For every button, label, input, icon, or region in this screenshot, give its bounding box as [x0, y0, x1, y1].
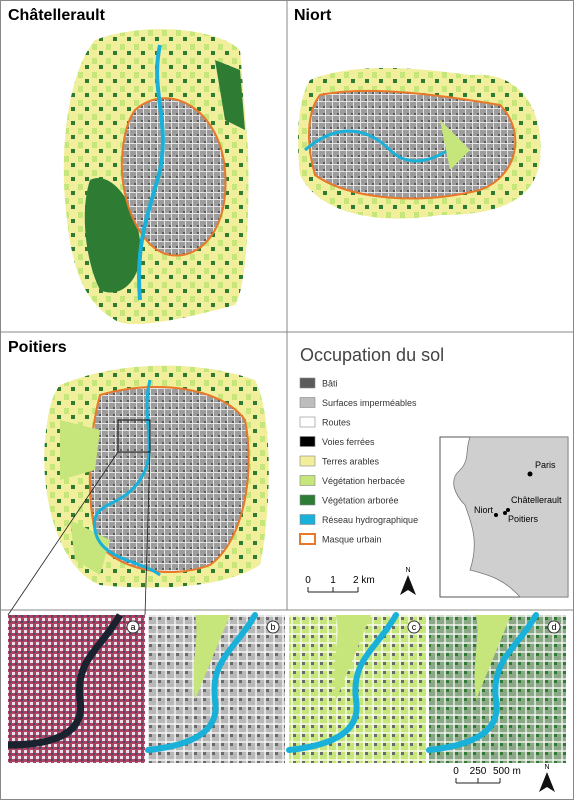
north-label: N [405, 567, 410, 574]
thumbnails [7, 612, 566, 763]
legend-swatch [299, 416, 316, 428]
legend-label: Végétation herbacée [322, 476, 405, 486]
inset-city: Paris [535, 460, 556, 470]
scale-bar [307, 587, 359, 593]
legend-swatch [299, 455, 316, 467]
legend-swatch [299, 475, 316, 486]
scale-label: 2 km [353, 575, 375, 586]
legend-label: Terres arables [322, 457, 380, 467]
map-title: Poitiers [8, 339, 67, 356]
legend-swatch [299, 494, 316, 506]
north-arrow [400, 575, 416, 595]
map-niort [298, 68, 541, 219]
thumb-label: c [412, 622, 417, 632]
thumb-label: d [551, 622, 556, 632]
legend-label: Surfaces imperméables [322, 398, 417, 408]
scale-label: 1 [330, 575, 336, 586]
legend-swatch [299, 514, 316, 525]
legend-label: Végétation arborée [322, 496, 399, 506]
inset-city: Châtellerault [511, 495, 562, 505]
map-title: Niort [294, 7, 332, 24]
inset-map: Paris Châtellerault Niort Poitiers [439, 436, 569, 598]
legend-label: Routes [322, 418, 351, 428]
legend-label: Bâti [322, 379, 338, 389]
thumb-label: a [130, 622, 135, 632]
legend-label: Voies ferrées [322, 437, 375, 447]
legend-label: Masque urbain [322, 535, 382, 545]
legend-title: Occupation du sol [300, 345, 444, 365]
legend-swatch [299, 533, 316, 545]
thumb-scale-bar [455, 778, 501, 784]
scale-label: 250 [470, 766, 487, 777]
legend-swatch [299, 436, 316, 447]
scale-label: 500 m [493, 766, 521, 777]
inset-city: Poitiers [508, 514, 539, 524]
map-poitiers [7, 365, 269, 616]
map-chatellerault [63, 29, 249, 325]
scale-label: 0 [305, 575, 311, 586]
legend-label: Réseau hydrographique [322, 515, 418, 525]
legend-swatch [299, 377, 316, 389]
inset-city: Niort [474, 505, 494, 515]
legend: Bâti Surfaces imperméables Routes Voies fer… [299, 377, 418, 545]
north-arrow [539, 772, 555, 792]
scale-label: 0 [453, 766, 459, 777]
legend-swatch [299, 397, 316, 408]
north-label: N [544, 764, 549, 771]
thumb-label: b [270, 622, 275, 632]
map-title: Châtellerault [8, 7, 106, 24]
